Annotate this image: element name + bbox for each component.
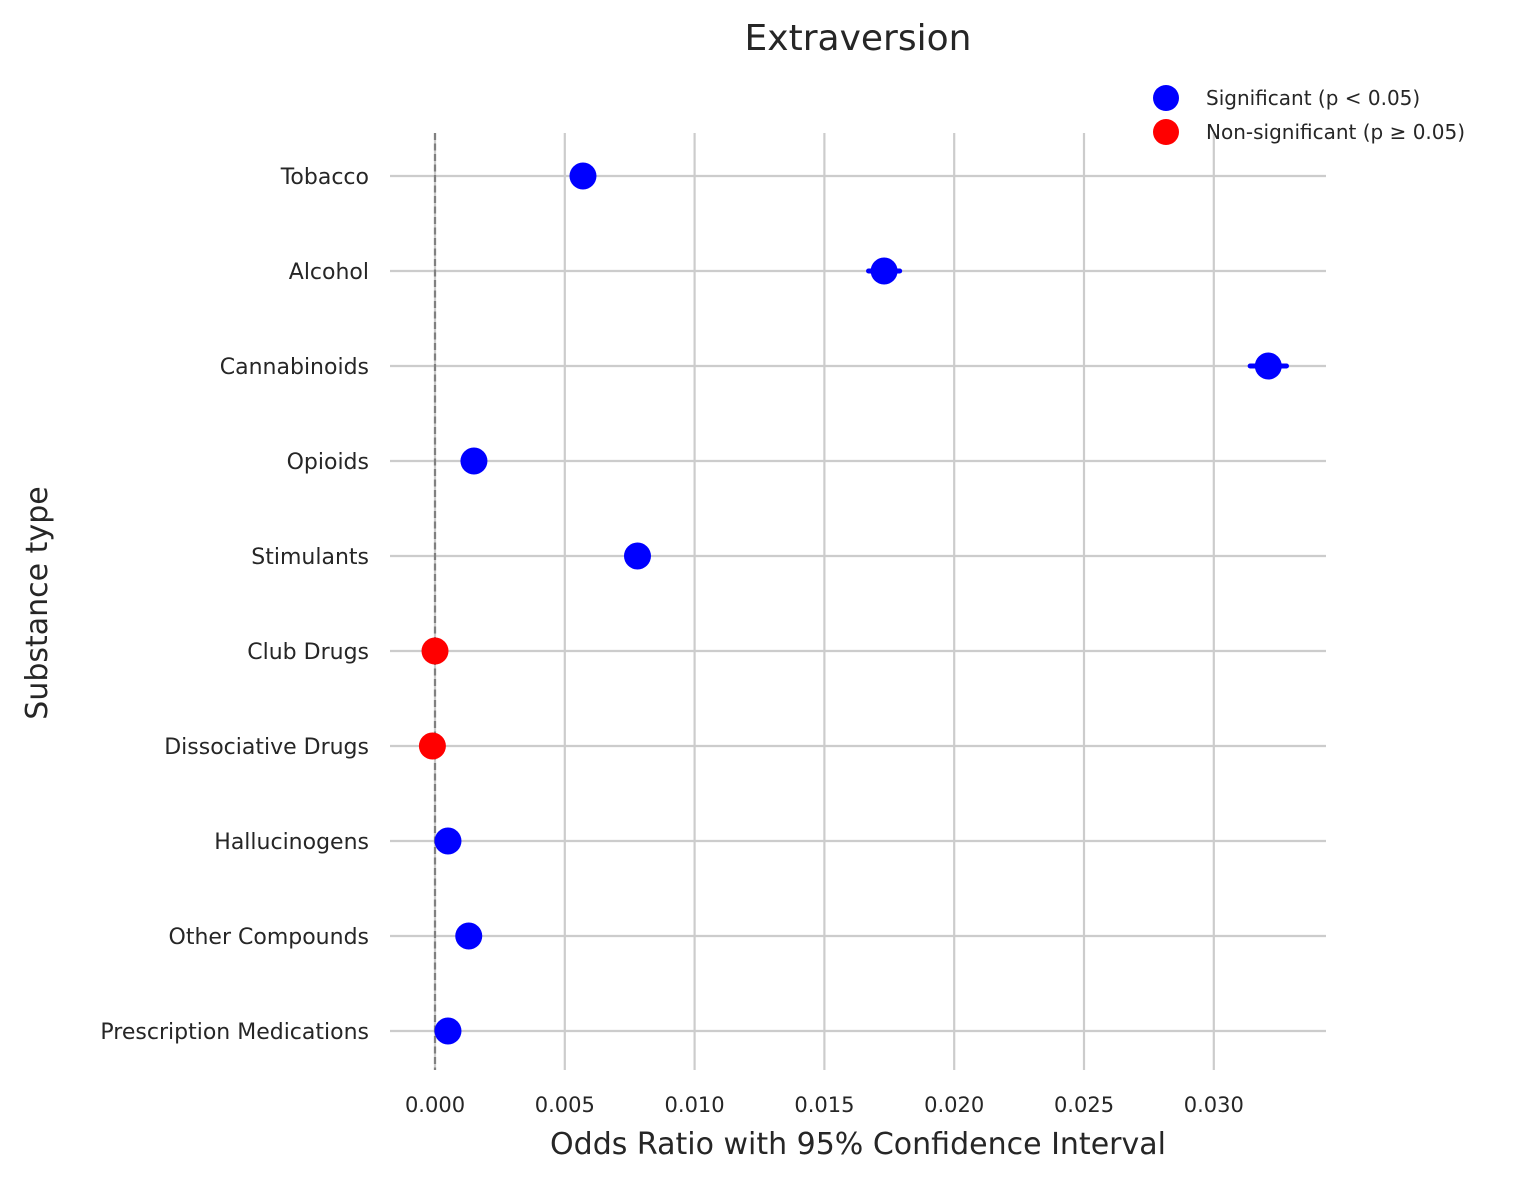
point-marker bbox=[434, 827, 462, 855]
legend-label-non-significant: Non-significant (p ≥ 0.05) bbox=[1206, 120, 1465, 144]
point-marker bbox=[434, 1017, 462, 1045]
y-tick-label: Prescription Medications bbox=[100, 1020, 369, 1045]
chart-title: Extraversion bbox=[745, 18, 972, 59]
y-tick-label: Hallucinogens bbox=[214, 830, 369, 855]
y-tick-label: Tobacco bbox=[280, 165, 369, 190]
point-marker bbox=[455, 922, 483, 950]
point-marker bbox=[569, 162, 597, 190]
y-tick-label: Opioids bbox=[287, 450, 369, 475]
y-tick-label: Alcohol bbox=[289, 260, 369, 285]
point-marker bbox=[418, 732, 446, 760]
x-tick-label: 0.030 bbox=[1184, 1093, 1244, 1117]
x-tick-label: 0.015 bbox=[794, 1093, 854, 1117]
point-marker bbox=[1254, 352, 1282, 380]
y-tick-label: Other Compounds bbox=[169, 925, 369, 950]
x-tick-label: 0.010 bbox=[665, 1093, 725, 1117]
grid-layer bbox=[390, 133, 1326, 1070]
x-tick-label: 0.005 bbox=[535, 1093, 595, 1117]
y-tick-label: Stimulants bbox=[251, 545, 369, 570]
point-marker bbox=[870, 257, 898, 285]
x-tick-label: 0.000 bbox=[405, 1093, 465, 1117]
legend-label-significant: Significant (p < 0.05) bbox=[1206, 86, 1420, 110]
y-tick-label: Dissociative Drugs bbox=[164, 735, 369, 760]
y-tick-label: Club Drugs bbox=[247, 640, 369, 665]
point-marker bbox=[460, 447, 488, 475]
marks-layer bbox=[418, 162, 1289, 1045]
y-tick-label: Cannabinoids bbox=[220, 355, 369, 380]
x-tick-label: 0.025 bbox=[1054, 1093, 1114, 1117]
y-axis-label: Substance type bbox=[20, 486, 55, 719]
x-axis-label: Odds Ratio with 95% Confidence Interval bbox=[550, 1127, 1166, 1162]
point-marker bbox=[623, 542, 651, 570]
legend: Significant (p < 0.05) Non-significant (… bbox=[1153, 85, 1465, 145]
x-tick-label: 0.020 bbox=[924, 1093, 984, 1117]
legend-marker-non-significant bbox=[1153, 119, 1179, 145]
point-marker bbox=[421, 637, 449, 665]
tick-label-layer: 0.000 0.005 0.010 0.015 0.020 0.025 0.030 Tobac… bbox=[100, 165, 1243, 1117]
legend-marker-significant bbox=[1153, 85, 1179, 111]
